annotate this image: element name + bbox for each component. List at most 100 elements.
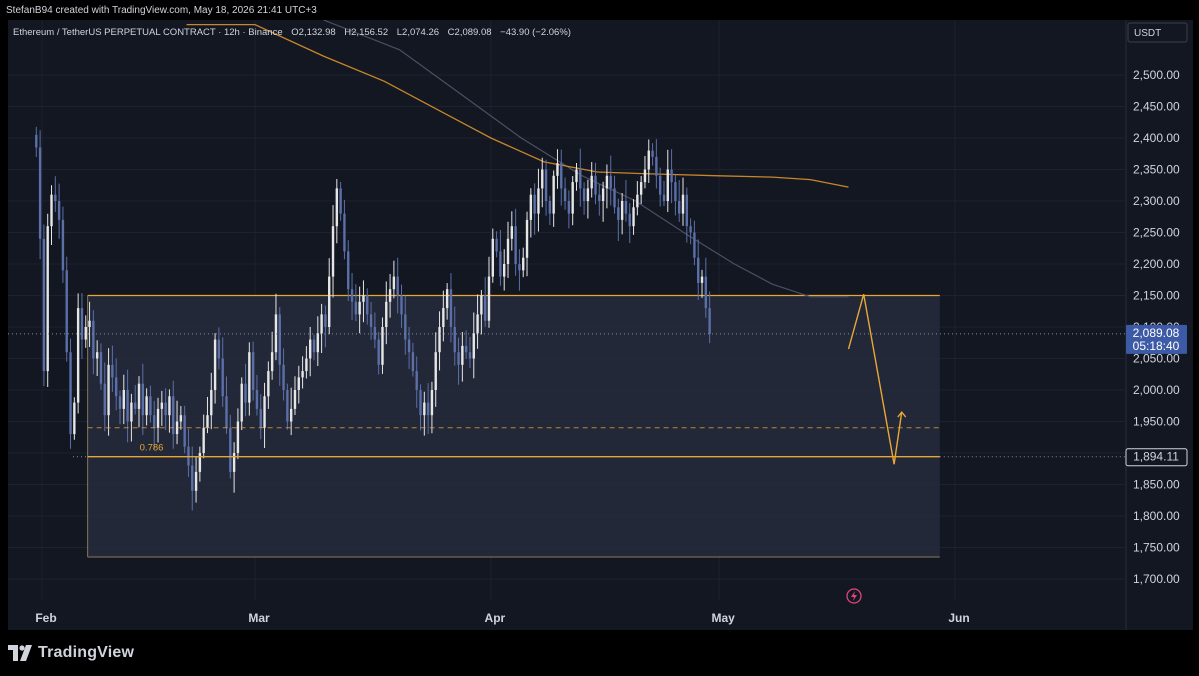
candle-body (76, 308, 80, 403)
candle-body (168, 396, 171, 416)
candle-body (464, 345, 468, 353)
candle-body (487, 276, 491, 321)
candle-body (461, 345, 464, 365)
candle-body (369, 314, 373, 327)
currency-box[interactable] (1127, 22, 1188, 43)
candle-body (404, 314, 407, 340)
brand[interactable]: TradingView (8, 644, 134, 662)
candle-body (681, 194, 685, 214)
candle-body (328, 276, 331, 327)
candle-body (579, 169, 582, 189)
candle-body (289, 408, 293, 422)
currency-label: USDT (1134, 28, 1161, 39)
fib-label: 0.786 (140, 443, 164, 454)
candle-body (658, 175, 662, 195)
price-tick-label: 1,750.00 (1133, 541, 1180, 555)
candle-body (415, 371, 418, 390)
candle-body (537, 188, 540, 214)
candle-body (601, 188, 605, 201)
time-tick-label: Feb (35, 611, 56, 625)
candle-body (662, 194, 666, 201)
candle-body (400, 295, 403, 315)
candle-body (609, 175, 612, 189)
candle-body (518, 264, 521, 271)
chart-legend: Ethereum / TetherUS PERPETUAL CONTRACT ·… (13, 27, 571, 38)
candle-body (217, 339, 221, 359)
candle-body (396, 276, 399, 296)
candle-body (255, 390, 259, 409)
candle-body (316, 333, 320, 353)
candle-body (347, 251, 350, 290)
candle-body (244, 383, 247, 403)
candle-body (453, 327, 456, 353)
candle-body (499, 251, 502, 277)
candle-body (175, 421, 179, 435)
candle-body (118, 396, 122, 409)
snapshot-icon[interactable] (846, 588, 862, 604)
candle-body (99, 352, 103, 384)
price-tick-label: 2,000.00 (1133, 383, 1180, 397)
countdown-text: 05:18:40 (1133, 339, 1180, 353)
time-tick-label: Jun (948, 611, 969, 625)
candle-body (373, 327, 377, 340)
candle-body (624, 201, 628, 214)
candle-body (560, 163, 563, 189)
candle-body (156, 408, 160, 428)
candle-body (495, 238, 498, 252)
moving-averages (186, 20, 849, 298)
candle-body (46, 226, 49, 372)
current-price-text: 2,089.08 (1133, 326, 1180, 340)
candle-body (270, 352, 274, 372)
candle-body (506, 238, 510, 264)
candle-body (385, 301, 388, 327)
candle-body (38, 147, 42, 239)
projection-path (847, 294, 903, 465)
tradingview-logo-icon (8, 645, 32, 661)
candle-body (445, 289, 449, 309)
candle-body (651, 150, 654, 157)
candle-body (708, 308, 711, 334)
candle-body (362, 295, 365, 302)
ohlc-close: C2,089.08 (448, 27, 492, 38)
candle-body (704, 276, 708, 309)
price-tick-label: 2,500.00 (1133, 68, 1180, 82)
candle-body (114, 377, 118, 397)
candle-body (563, 188, 567, 201)
candle-body (259, 408, 262, 428)
candle-body (69, 352, 72, 435)
candle-body (655, 156, 658, 176)
credit-text: StefanB94 created with TradingView.com, … (6, 5, 317, 16)
candle-body (483, 295, 487, 321)
time-tick-label: Apr (485, 611, 506, 625)
candle-body (689, 226, 692, 233)
candle-body (594, 175, 597, 195)
candle-body (468, 352, 472, 359)
candle-body (620, 201, 624, 220)
candle-body (598, 194, 601, 201)
price-tick-label: 2,250.00 (1133, 226, 1180, 240)
candle-body (503, 264, 506, 277)
candle-body (457, 352, 460, 365)
price-chart[interactable]: 0.786 2,500.00 2,450.00 2,400.00 2,350.00 2,… (0, 20, 1199, 632)
candle-body (366, 295, 369, 315)
candle-body (236, 421, 240, 453)
candle-body (377, 339, 380, 365)
candle-body (354, 301, 358, 315)
candle-body (274, 314, 278, 353)
candle-body (107, 364, 110, 416)
candle-body (449, 289, 453, 327)
candle-body (575, 169, 578, 183)
candle-body (194, 471, 198, 491)
candle-body (605, 175, 609, 189)
time-axis[interactable]: Feb Mar Apr May Jun (35, 611, 969, 625)
candle-body (419, 390, 422, 416)
candle-body (160, 402, 164, 409)
ohlc-change: −43.90 (−2.06%) (500, 27, 571, 38)
candle-body (305, 358, 308, 372)
price-tick-label: 2,450.00 (1133, 100, 1180, 114)
candle-body (282, 364, 285, 390)
marked-level-text: 1,894.11 (1133, 450, 1179, 464)
price-tick-label: 2,350.00 (1133, 163, 1180, 177)
candle-body (308, 339, 312, 359)
